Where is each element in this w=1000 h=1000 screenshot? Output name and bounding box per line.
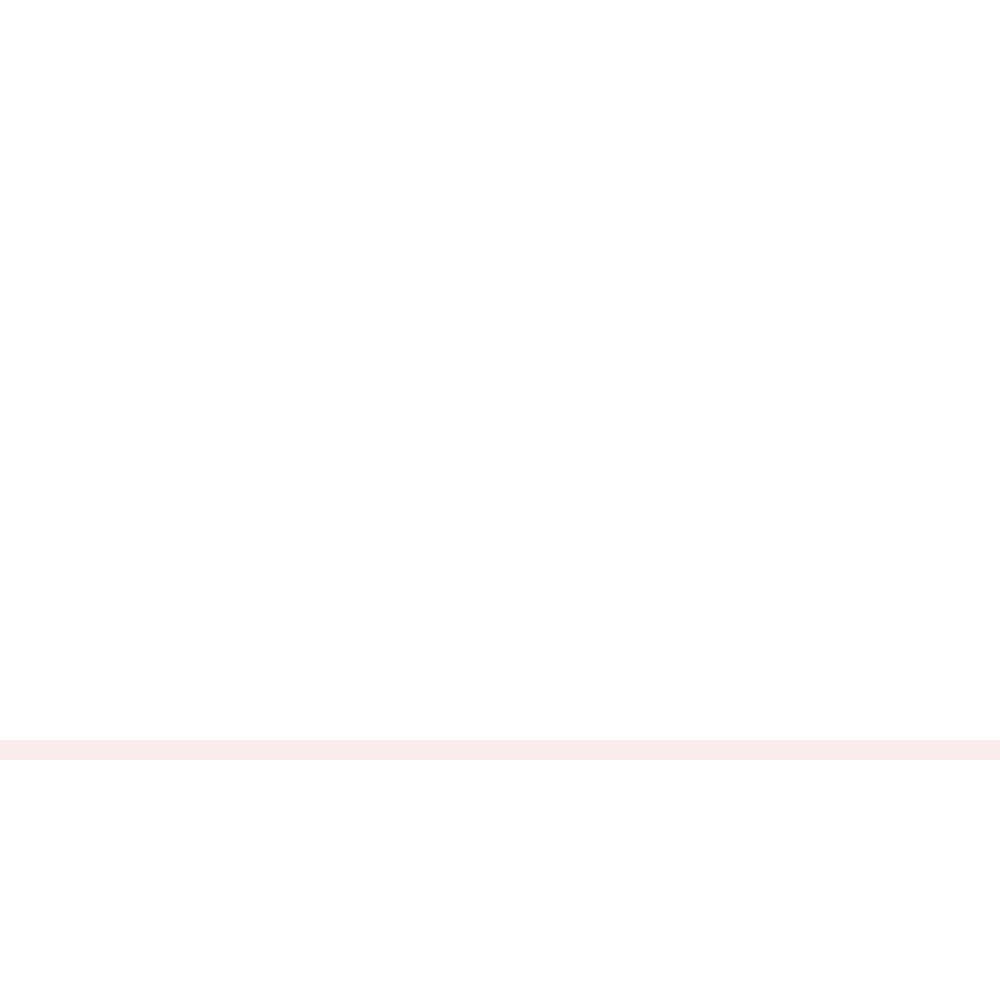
enclosure-isometric [0,0,1000,740]
spec-table-container [0,740,1000,760]
technical-drawing [0,0,1000,740]
table-header-row [0,740,1000,760]
col-header-range [480,740,820,760]
col-header-dimensions [280,740,480,760]
col-header-article [0,740,280,760]
col-header-entry [820,740,1000,760]
spec-table [0,740,1000,760]
